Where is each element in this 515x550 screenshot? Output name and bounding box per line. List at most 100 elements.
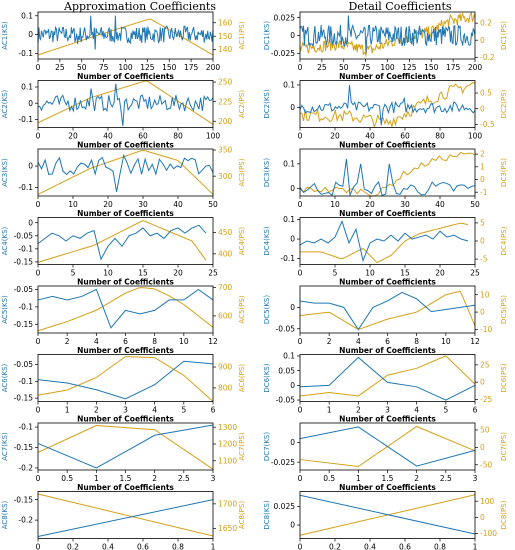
panel-A4: 0 5 10 15 20 25 -0.15 -0.1 -0.05 0 400 450 Number of… — [1, 217, 246, 287]
panel-D2: 0 20 40 60 80 100 0 0.1 -0.5 0 0.5 Number of Coeffi… — [263, 80, 508, 150]
x-tick-label-A7: 0 — [36, 474, 41, 483]
y-axis-label-left-D2: DC2(KS) — [263, 89, 271, 118]
x-tick-label-D1: 75 — [361, 63, 371, 72]
x-tick-label-A8: 1 — [211, 543, 216, 550]
panel-A1: 0 25 50 75 100 125 150 175 200-0.100.1140150160N… — [1, 11, 246, 81]
series-ps-D2 — [299, 81, 476, 129]
x-tick-label-D2: 60 — [400, 132, 410, 141]
yr-tick-label-D4: 5 — [480, 219, 485, 228]
x-tick-label-A7: 2 — [152, 474, 157, 483]
x-tick-label-A1: 100 — [118, 63, 133, 72]
y-axis-label-right-A8: AC8(PS) — [238, 501, 246, 529]
x-tick-label-A2: 0 — [36, 132, 41, 141]
series-ks-D4 — [299, 220, 469, 263]
yl-tick-label-D1: 0.025 — [274, 13, 296, 22]
x-tick-label-A2: 60 — [138, 132, 148, 141]
yr-tick-label-A1: 150 — [218, 32, 233, 41]
x-tick-label-A8: 0.8 — [172, 543, 184, 550]
x-tick-label-D4: 0 — [298, 269, 303, 278]
yr-tick-label-D2: 0.5 — [480, 89, 492, 98]
x-tick-label-D3: 0 — [298, 200, 303, 209]
yl-tick-label-D6: 0.05 — [278, 366, 295, 375]
series-ps-A7 — [37, 425, 214, 470]
series-ks-D2 — [299, 84, 476, 126]
series-ks-D6 — [299, 356, 476, 401]
x-tick-label-D5: 0 — [298, 337, 303, 346]
panel-A7: 0 0.5 1 1.5 2 2.5 3 -0.2 -0.15 -0.1 1100 1200 1300 Nu… — [1, 422, 246, 492]
x-tick-label-D4: 10 — [365, 269, 375, 278]
x-tick-label-A6: 2 — [94, 406, 99, 415]
axes-frame-A3 — [37, 148, 214, 197]
yr-tick-label-D7: -50 — [480, 460, 492, 469]
yl-tick-label-A8: -0.15 — [14, 495, 34, 504]
x-tick-label-A1: 200 — [206, 63, 221, 72]
x-axis-label-D7: Number of Coefficients — [339, 483, 436, 492]
x-tick-label-A5: 12 — [208, 337, 218, 346]
x-axis-label-A3: Number of Coefficients — [77, 209, 174, 218]
y-axis-label-right-D1: DC1(PS) — [500, 21, 508, 50]
x-axis-label-D2: Number of Coefficients — [339, 141, 436, 150]
yl-tick-label-D1: 0 — [290, 31, 295, 40]
series-ps-A1 — [37, 18, 214, 56]
yl-tick-label-D6: -0.05 — [276, 396, 296, 405]
yl-tick-label-A4: -0.15 — [14, 257, 34, 266]
series-ps-D1 — [299, 11, 476, 58]
yr-tick-label-A7: 1200 — [218, 440, 237, 449]
yr-tick-label-D4: 0 — [480, 237, 485, 246]
yr-tick-label-A2: 250 — [218, 78, 233, 87]
x-tick-label-A4: 15 — [138, 269, 148, 278]
x-tick-label-A4: 0 — [36, 269, 41, 278]
x-tick-label-A4: 20 — [173, 269, 183, 278]
x-tick-label-D8: 0.4 — [364, 543, 376, 550]
axes-frame-D1 — [299, 11, 476, 60]
series-ps-A8 — [37, 493, 214, 537]
y-axis-label-left-D3: DC3(KS) — [263, 158, 271, 187]
yr-tick-label-D1: 0 — [480, 36, 485, 45]
y-axis-label-left-A6: AC6(KS) — [1, 363, 9, 392]
yl-tick-label-D2: 0.1 — [283, 81, 295, 90]
x-tick-label-A3: 50 — [208, 200, 218, 209]
x-tick-label-D6: 6 — [473, 406, 478, 415]
series-ks-A1 — [37, 15, 214, 50]
x-tick-label-D3: 30 — [400, 200, 410, 209]
y-axis-label-left-A5: AC5(KS) — [1, 295, 9, 324]
x-tick-label-D6: 5 — [443, 406, 448, 415]
x-tick-label-A1: 175 — [184, 63, 199, 72]
yl-tick-label-D7: -0.025 — [271, 458, 295, 467]
x-tick-label-D7: 0.5 — [323, 474, 335, 483]
yr-tick-label-A7: 1300 — [218, 423, 237, 432]
yl-tick-label-A1: 0.1 — [21, 11, 33, 20]
yl-tick-label-D3: 0.1 — [283, 159, 295, 168]
yl-tick-label-A4: -0.05 — [14, 231, 34, 240]
x-tick-label-D8: 1 — [473, 543, 478, 550]
x-axis-label-D4: Number of Coefficients — [339, 278, 436, 287]
series-ks-D5 — [299, 291, 476, 331]
yr-tick-label-D7: 0 — [480, 443, 485, 452]
x-tick-label-D1: 100 — [380, 63, 395, 72]
yr-tick-label-A4: 450 — [218, 228, 233, 237]
yl-tick-label-D4: 0.1 — [283, 215, 295, 224]
x-tick-label-A7: 0.5 — [61, 474, 73, 483]
x-tick-label-A7: 1.5 — [120, 474, 132, 483]
x-tick-label-A1: 0 — [36, 63, 41, 72]
x-tick-label-D1: 25 — [317, 63, 327, 72]
y-axis-label-right-D5: DC5(PS) — [500, 295, 508, 324]
y-axis-label-right-A3: AC3(PS) — [238, 158, 246, 186]
yr-tick-label-D1: -0.2 — [480, 53, 495, 62]
series-ps-D4 — [300, 222, 469, 264]
x-tick-label-A8: 0.6 — [137, 543, 149, 550]
yr-tick-label-D7: 50 — [480, 426, 490, 435]
x-tick-label-D6: 1 — [327, 406, 332, 415]
x-tick-label-A7: 2.5 — [178, 474, 190, 483]
y-axis-label-left-A2: AC2(KS) — [1, 89, 9, 118]
x-tick-label-D5: 4 — [356, 337, 361, 346]
yl-tick-label-A5: -0.15 — [14, 320, 34, 329]
yl-tick-label-D4: 0 — [290, 235, 295, 244]
yl-tick-label-A2: 0 — [28, 99, 33, 108]
series-ks-A5 — [37, 288, 214, 329]
yl-tick-label-D6: 0.1 — [283, 352, 295, 361]
x-tick-label-D4: 25 — [470, 269, 480, 278]
x-axis-label-A4: Number of Coefficients — [77, 278, 174, 287]
x-tick-label-A6: 1 — [65, 406, 70, 415]
